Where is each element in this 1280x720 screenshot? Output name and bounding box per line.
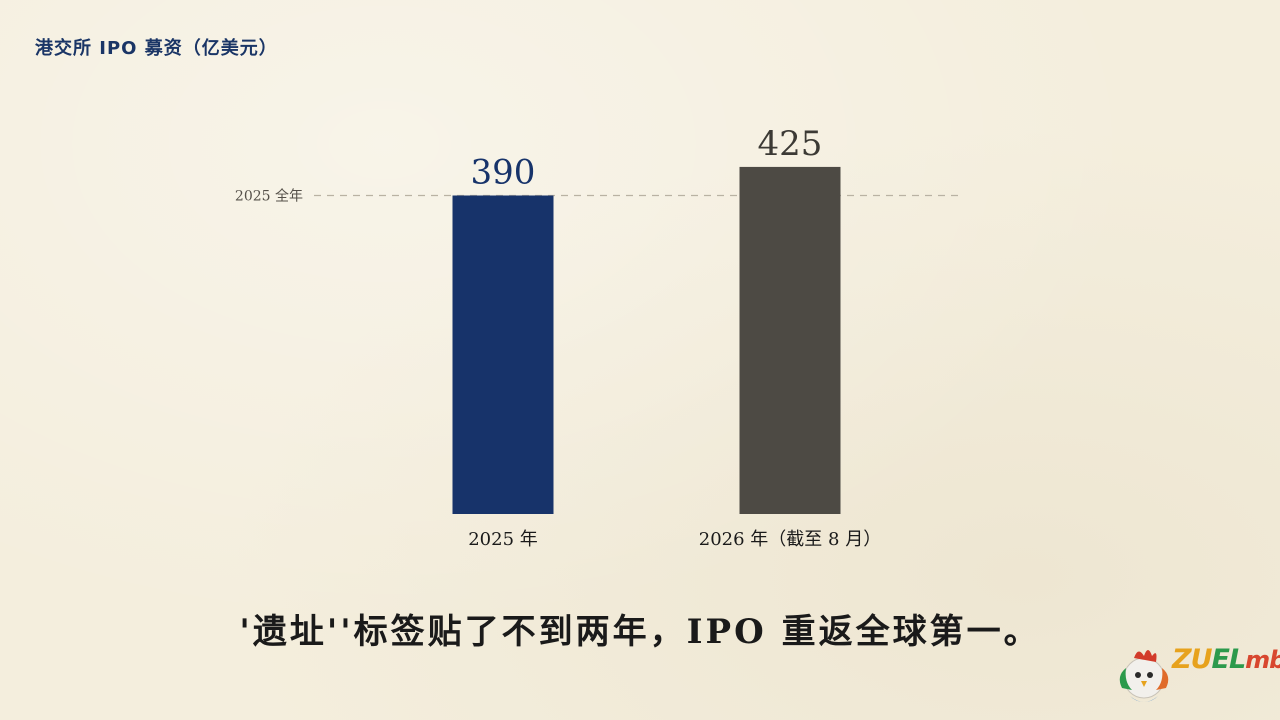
rooster-mascot-icon bbox=[1119, 650, 1169, 702]
data-label-2026: 425 bbox=[758, 124, 823, 164]
zuel-mba-logo: ZUELmba bbox=[1114, 636, 1280, 714]
logo-wordmark: ZUELmba bbox=[1172, 644, 1280, 675]
category-label-2026: 2026 年（截至 8 月） bbox=[699, 529, 881, 550]
data-label-2025: 390 bbox=[471, 153, 536, 193]
category-label-2025: 2025 年 bbox=[468, 529, 538, 550]
bar-2026 bbox=[739, 166, 841, 514]
bar-2025 bbox=[452, 195, 554, 514]
reference-line-label: 2025 全年 bbox=[235, 188, 303, 205]
chart-title: 港交所 IPO 募资（亿美元） bbox=[35, 38, 278, 59]
caption: '遗址''标签贴了不到两年，IPO 重返全球第一。 bbox=[239, 612, 1041, 652]
